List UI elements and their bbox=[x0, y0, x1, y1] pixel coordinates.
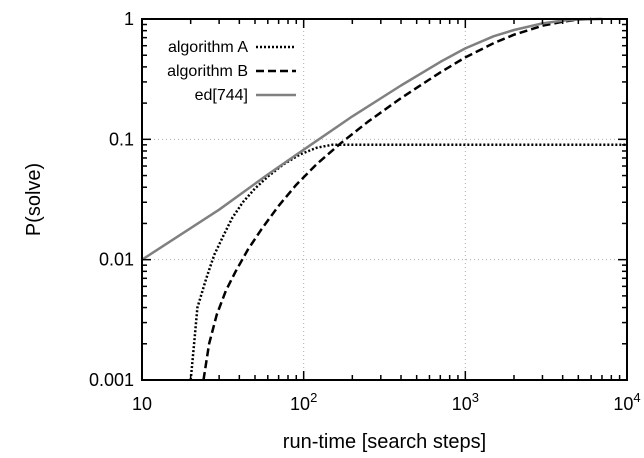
x-tick-label: 10 bbox=[132, 394, 152, 414]
x-tick-label: 102 bbox=[290, 390, 317, 414]
x-axis-label: run-time [search steps] bbox=[283, 431, 486, 453]
series-line-2 bbox=[202, 17, 592, 381]
series-line-3 bbox=[141, 17, 603, 261]
legend: algorithm A algorithm B ed[744] bbox=[167, 39, 296, 104]
y-tick-label: 0.1 bbox=[109, 129, 134, 149]
y-axis-label: P(solve) bbox=[23, 163, 45, 236]
legend-label: algorithm A bbox=[168, 39, 248, 56]
legend-label: ed[744] bbox=[195, 87, 248, 104]
y-tick-label: 0.01 bbox=[99, 250, 134, 270]
x-tick-label: 104 bbox=[613, 390, 640, 414]
plot-frame bbox=[141, 18, 628, 381]
legend-label: algorithm B bbox=[167, 63, 248, 80]
grid bbox=[142, 19, 627, 380]
plot-series bbox=[141, 17, 627, 381]
axis-ticks: 10 102 103 104 0.001 0.01 0.1 1 bbox=[89, 9, 641, 414]
series-line-1 bbox=[189, 143, 627, 381]
x-tick-label: 103 bbox=[452, 390, 479, 414]
y-tick-label: 1 bbox=[124, 9, 134, 29]
y-tick-label: 0.001 bbox=[89, 370, 134, 390]
